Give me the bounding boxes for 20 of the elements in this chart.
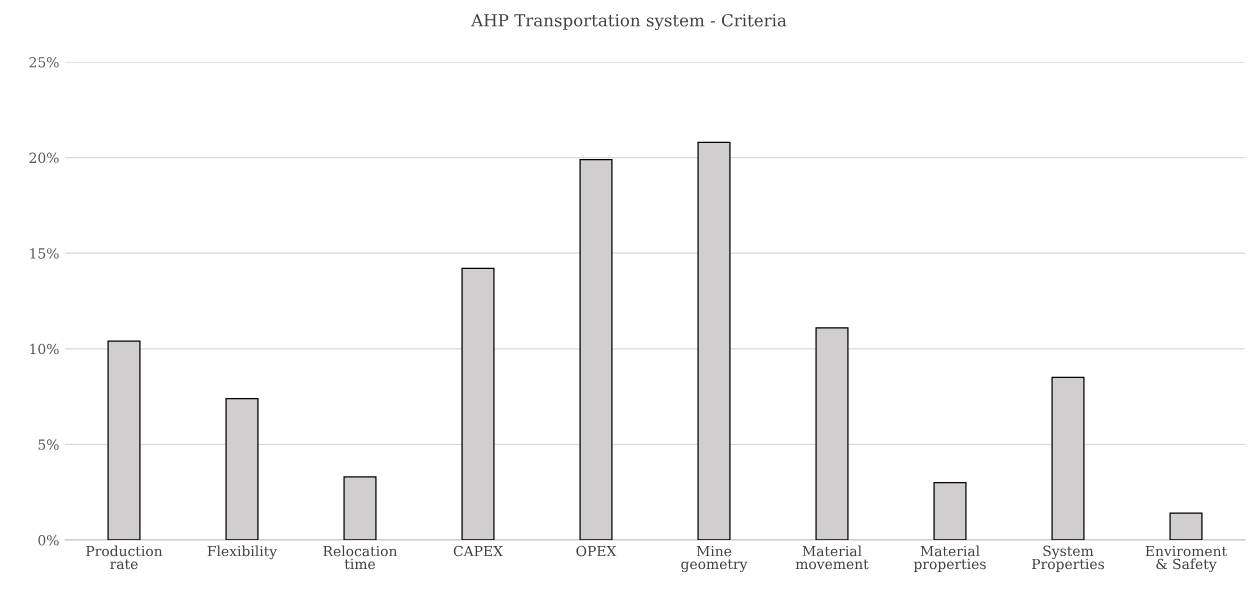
x-tick-label: System Properties — [1032, 545, 1105, 572]
x-tick-label: CAPEX — [453, 545, 503, 557]
y-tick-label: 25% — [29, 56, 59, 68]
x-tick-label: Enviroment & Safety — [1145, 545, 1228, 573]
bar — [343, 476, 377, 540]
x-tick-label: OPEX — [576, 545, 617, 557]
y-tick-label: 0% — [38, 534, 59, 546]
x-tick-label: Mine geometry — [681, 545, 748, 573]
x-tick-label: Material properties — [913, 545, 986, 572]
y-tick-label: 5% — [38, 439, 59, 450]
x-tick-label: Material movement — [795, 545, 869, 570]
x-tick-label: Production rate — [86, 545, 163, 570]
y-tick-label: 10% — [30, 343, 59, 355]
bar — [933, 482, 967, 540]
y-tick-label: 20% — [29, 152, 59, 164]
chart-title: AHP Transportation system - Criteria — [471, 13, 787, 31]
x-tick-label: Flexibility — [207, 545, 278, 560]
y-tick-label: 15% — [30, 248, 59, 259]
bar — [1169, 512, 1203, 540]
x-tick-label: Relocation time — [323, 545, 398, 570]
